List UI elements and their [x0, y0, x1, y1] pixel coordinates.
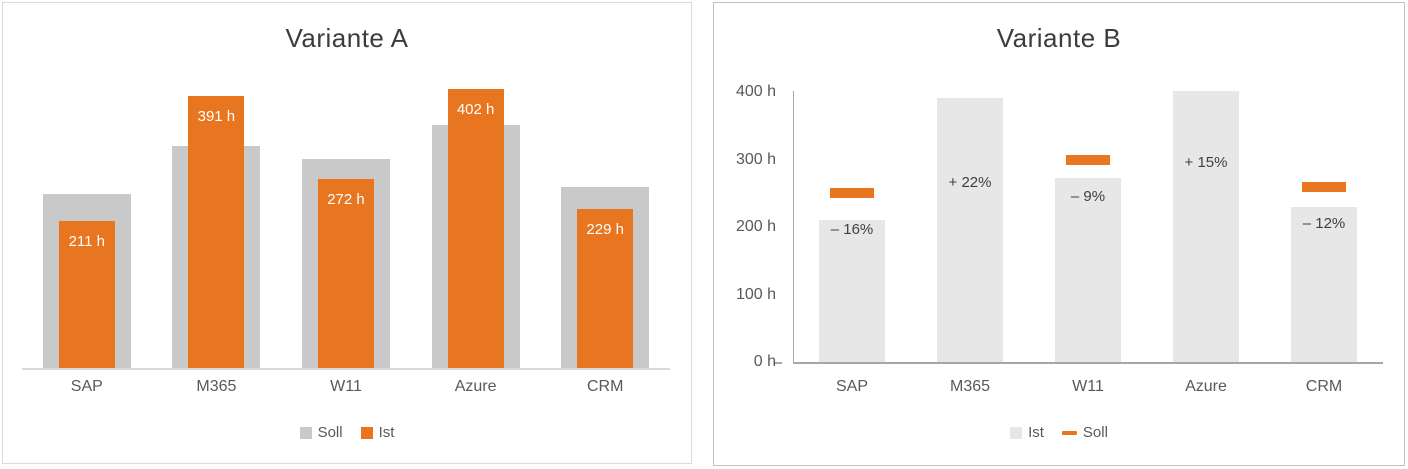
variante-b-ist-bar-m365	[937, 98, 1003, 362]
chart-title-variante-a: Variante A	[285, 23, 409, 53]
legend: Soll Ist	[3, 424, 691, 441]
chart-title-variante-b: Variante B	[996, 23, 1122, 53]
variante-b-data-label-sap: – 16%	[830, 221, 874, 239]
plot-area: 211 h 391 h 272 h 402 h 229 h SAP M365 W11 Azure…	[3, 3, 691, 463]
variante-a-ist-bar-w11	[318, 178, 374, 368]
x-axis-label-m365: M365	[949, 378, 991, 395]
x-axis-label-w11: W11	[330, 378, 362, 395]
x-axis-label-azure: Azure	[454, 378, 497, 395]
variante-a-data-label-azure: 402 h	[456, 100, 495, 118]
variante-a-data-label-sap: 211 h	[68, 233, 106, 251]
x-axis-label-crm: CRM	[1305, 378, 1343, 395]
variante-b-data-label-m365: + 22%	[948, 174, 992, 191]
variante-b-ist-bar-crm	[1291, 207, 1357, 362]
x-axis-label-azure: Azure	[1185, 378, 1227, 395]
chart-panel-variante-a: Variante A 211 h 391 h 272 h 402 h 229 h SAP M…	[2, 2, 692, 464]
y-axis-tick-label: 300 h	[735, 150, 776, 168]
variante-a-ist-bar-azure	[447, 88, 504, 368]
variante-b-data-label-azure: + 15%	[1184, 153, 1228, 171]
variante-b-ist-bar-azure	[1173, 90, 1239, 362]
y-axis-tick-label: 0 h	[753, 353, 776, 370]
variante-a-ist-bar-sap	[58, 221, 115, 368]
variante-b-soll-marker-crm	[1302, 181, 1346, 192]
legend-label-ist: Ist	[378, 424, 395, 441]
legend-item-ist: Ist	[360, 424, 395, 441]
legend-item-ist: Ist	[1010, 424, 1044, 441]
legend-swatch-soll	[299, 426, 312, 439]
y-axis-line	[793, 91, 794, 363]
legend: Ist Soll	[714, 424, 1404, 441]
variante-b-ist-bar-sap	[819, 219, 885, 362]
y-axis-tick-label: 100 h	[735, 285, 776, 303]
variante-a-ist-bar-crm	[577, 208, 634, 368]
x-axis-label-sap: SAP	[835, 378, 868, 395]
variante-b-soll-marker-w11	[1066, 154, 1110, 165]
variante-a-data-label-crm: 229 h	[586, 220, 624, 238]
x-axis-line	[22, 368, 670, 370]
plot-area: 0 h 100 h 200 h 300 h 400 h – 16% + 22% – 9% + 1…	[714, 3, 1404, 465]
variante-a-data-label-w11: 272 h	[327, 190, 365, 208]
variante-b-ist-bar-w11	[1055, 178, 1121, 362]
variante-b-soll-marker-sap	[830, 188, 874, 199]
legend-label-ist: Ist	[1028, 424, 1044, 441]
legend-label-soll: Soll	[317, 424, 343, 441]
chart-panel-variante-b: Variante B 0 h 100 h 200 h 300 h 400 h – 16% +…	[713, 2, 1405, 466]
variante-b-data-label-crm: – 12%	[1302, 214, 1346, 232]
legend-swatch-ist	[360, 426, 373, 439]
legend-label-soll: Soll	[1082, 424, 1108, 441]
x-axis-label-m365: M365	[196, 378, 237, 395]
legend-item-soll: Soll	[299, 424, 343, 441]
x-axis-label-sap: SAP	[70, 378, 103, 395]
x-axis-label-crm: CRM	[586, 378, 624, 395]
y-axis-zero-tick	[775, 362, 782, 364]
legend-swatch-ist	[1010, 426, 1023, 439]
legend-item-soll: Soll	[1061, 424, 1108, 441]
y-axis-tick-label: 400 h	[735, 83, 776, 100]
variante-b-data-label-w11: – 9%	[1070, 187, 1106, 205]
variante-a-data-label-m365: 391 h	[197, 108, 236, 126]
x-axis-label-w11: W11	[1072, 378, 1104, 395]
x-axis-line	[793, 362, 1383, 364]
y-axis-tick-label: 200 h	[735, 218, 776, 235]
legend-swatch-soll	[1061, 430, 1077, 435]
variante-a-ist-bar-m365	[188, 96, 245, 368]
